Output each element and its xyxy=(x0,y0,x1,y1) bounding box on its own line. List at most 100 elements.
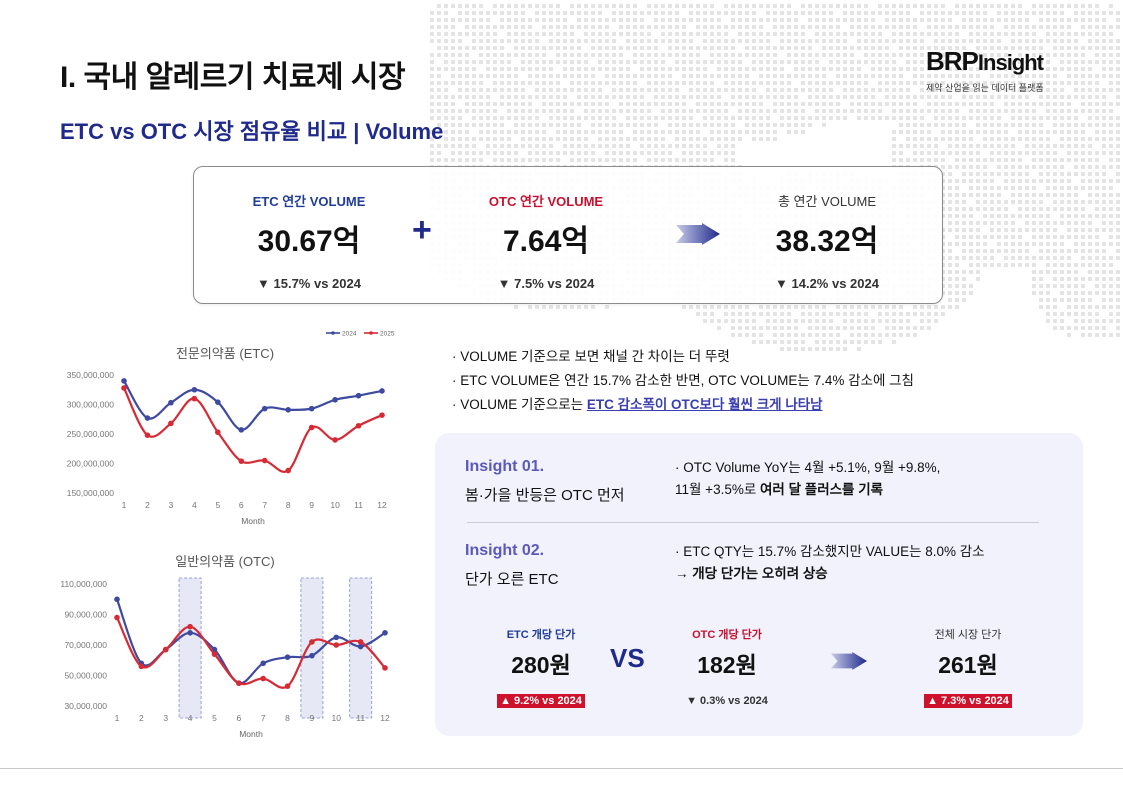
etc-volume-label: ETC 연간 VOLUME xyxy=(252,194,366,209)
insight-panel: Insight 01. 봄·가을 반등은 OTC 먼저 · OTC Volume… xyxy=(435,433,1083,736)
x-tick-label: 2 xyxy=(145,500,150,510)
x-tick-label: 6 xyxy=(236,713,241,723)
total-unit-price-label: 전체 시장 단가 xyxy=(934,629,1002,641)
insight-1-line-2-prefix: 11월 +3.5%로 xyxy=(675,482,761,497)
y-tick-label: 350,000,000 xyxy=(67,370,115,380)
logo-tagline: 제약 산업을 읽는 데이터 플랫폼 xyxy=(926,83,1044,93)
brand-logo: BRPInsight 제약 산업을 읽는 데이터 플랫폼 xyxy=(926,46,1044,94)
x-tick-label: 12 xyxy=(380,713,390,723)
insight-2-line-2: → 개당 단가는 오히려 상승 xyxy=(675,566,828,581)
legend-label-2025: 2025 xyxy=(380,331,395,338)
x-axis-label: Month xyxy=(239,729,263,739)
insight-1-line-2: 11월 +3.5%로 여러 달 플러스를 기록 xyxy=(675,479,940,501)
data-point-2024-m7 xyxy=(261,405,268,412)
data-point-2024-m8 xyxy=(285,407,291,413)
finding-1: · VOLUME 기준으로 보면 채널 간 차이는 더 뚜렷 xyxy=(452,349,730,364)
page-subtitle: ETC vs OTC 시장 점유율 비교 | Volume xyxy=(60,119,444,144)
data-point-2025-m2 xyxy=(138,663,145,670)
highlight-band-month-9 xyxy=(300,577,324,719)
legend-marker-2025 xyxy=(369,331,373,335)
x-tick-label: 6 xyxy=(239,500,244,510)
y-tick-label: 300,000,000 xyxy=(67,400,115,410)
data-point-2025-m4 xyxy=(191,395,198,402)
series-line-2024 xyxy=(123,380,383,431)
highlight-band-month-4 xyxy=(178,577,202,719)
data-point-2024-m6 xyxy=(238,427,245,433)
insight-2-text: · ETC QTY는 15.7% 감소했지만 VALUE는 8.0% 감소 → … xyxy=(675,541,985,585)
x-tick-label: 7 xyxy=(262,500,267,510)
page-title: I. 국내 알레르기 치료제 시장 xyxy=(60,61,406,94)
data-point-2025-m9 xyxy=(308,424,315,431)
etc-unit-price-label: ETC 개당 단가 xyxy=(506,629,576,641)
data-point-2024-m3 xyxy=(168,399,174,406)
x-tick-label: 5 xyxy=(212,713,217,723)
data-point-2024-m10 xyxy=(333,634,340,641)
x-axis-label: Month xyxy=(241,516,265,526)
otc-unit-price-value: 182원 xyxy=(697,652,757,678)
otc-volume-line-chart: 일반의약품 (OTC) 110,000,000 90,000,000 70,000,0… xyxy=(60,554,390,739)
data-point-2024-m1 xyxy=(121,378,127,384)
otc-volume-summary: OTC 연간 VOLUME 7.64억 ▼ 7.5% vs 2024 xyxy=(446,191,646,291)
x-tick-label: 1 xyxy=(122,500,127,510)
insight-1-subtitle: 봄·가을 반등은 OTC 먼저 xyxy=(465,487,625,504)
insight-2-title: Insight 02. xyxy=(465,542,545,559)
insight-divider xyxy=(467,522,1039,523)
otc-unit-price: OTC 개당 단가 182원 ▼ 0.3% vs 2024 xyxy=(647,626,807,709)
otc-volume-change: ▼ 7.5% vs 2024 xyxy=(497,276,595,291)
x-tick-label: 2 xyxy=(139,713,144,723)
y-tick-label: 110,000,000 xyxy=(60,579,107,589)
insight-2-line-1: · ETC QTY는 15.7% 감소했지만 VALUE는 8.0% 감소 xyxy=(675,544,985,559)
logo-brand-light: Insight xyxy=(977,50,1044,75)
etc-unit-price: ETC 개당 단가 280원 ▲ 9.2% vs 2024 xyxy=(461,626,621,709)
data-point-2024-m4 xyxy=(191,386,198,393)
data-point-2024-m8 xyxy=(284,654,291,660)
data-point-2024-m9 xyxy=(309,652,315,659)
data-point-2024-m12 xyxy=(382,630,388,636)
insight-1-title: Insight 01. xyxy=(465,458,545,475)
y-tick-label: 200,000,000 xyxy=(67,459,115,469)
chart-title: 일반의약품 (OTC) xyxy=(175,554,275,569)
x-tick-label: 5 xyxy=(215,500,220,510)
otc-unit-price-change: ▼ 0.3% vs 2024 xyxy=(686,695,768,707)
arrow-right-icon xyxy=(831,652,867,670)
data-point-2024-m9 xyxy=(308,405,315,412)
finding-3: · VOLUME 기준으로는 ETC 감소폭이 OTC보다 훨씬 크게 나타남 xyxy=(452,393,914,417)
data-point-2025-m8 xyxy=(284,683,291,689)
data-point-2024-m11 xyxy=(355,392,362,399)
y-tick-label: 50,000,000 xyxy=(64,671,107,681)
etc-unit-price-value: 280원 xyxy=(511,652,571,678)
data-point-2024-m11 xyxy=(357,643,364,650)
x-tick-label: 8 xyxy=(286,500,291,510)
x-tick-label: 4 xyxy=(192,500,197,510)
x-tick-label: 7 xyxy=(261,713,266,723)
data-point-2025-m11 xyxy=(355,422,362,429)
data-point-2025-m3 xyxy=(162,646,169,653)
logo-brand-bold: BRP xyxy=(926,46,979,76)
data-point-2025-m1 xyxy=(121,385,127,391)
x-tick-label: 10 xyxy=(332,713,342,723)
otc-volume-label: OTC 연간 VOLUME xyxy=(488,194,604,209)
series-line-2024 xyxy=(115,598,386,685)
data-point-2025-m12 xyxy=(382,665,388,671)
plus-icon: + xyxy=(412,211,432,249)
data-point-2024-m12 xyxy=(379,388,385,394)
x-tick-label: 9 xyxy=(310,713,315,723)
data-point-2024-m5 xyxy=(215,399,221,405)
x-tick-label: 1 xyxy=(115,713,120,723)
total-unit-price-value: 261원 xyxy=(938,652,998,678)
x-tick-label: 3 xyxy=(163,713,168,723)
logo-wordmark: BRPInsight xyxy=(926,46,1044,77)
insight-1-line-2-bold: 여러 달 플러스를 기록 xyxy=(760,482,884,497)
data-point-2025-m9 xyxy=(309,639,315,645)
footer-divider xyxy=(0,768,1123,769)
data-point-2025-m7 xyxy=(260,675,266,682)
etc-volume-line-chart: 전문의약품 (ETC) 350,000,000 300,000,000 250,000… xyxy=(67,331,395,527)
total-volume-change: ▼ 14.2% vs 2024 xyxy=(775,276,879,291)
data-point-2024-m2 xyxy=(144,415,151,421)
total-volume-label: 총 연간 VOLUME xyxy=(777,194,876,209)
data-point-2025-m4 xyxy=(187,623,193,630)
vs-label: VS xyxy=(610,643,645,673)
x-tick-label: 4 xyxy=(188,713,193,723)
x-tick-label: 10 xyxy=(330,500,340,510)
x-tick-label: 11 xyxy=(356,713,365,723)
